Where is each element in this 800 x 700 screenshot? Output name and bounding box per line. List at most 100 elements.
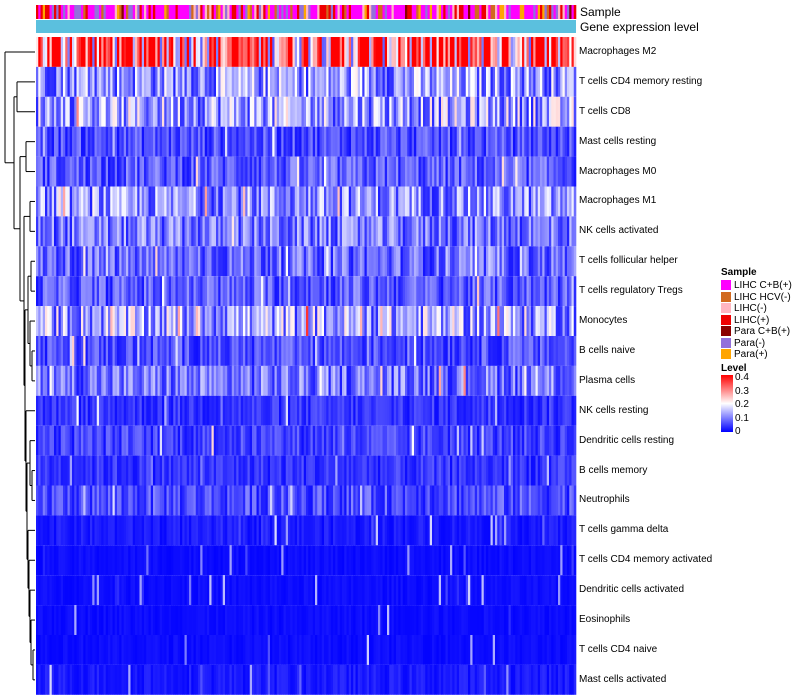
heatmap-cell (324, 186, 327, 217)
heatmap-cell (499, 395, 503, 426)
heatmap-cell (65, 37, 68, 67)
heatmap-cell (45, 575, 48, 606)
heatmap-cell (362, 336, 365, 366)
heatmap-cell (218, 37, 221, 67)
heatmap-cell (198, 306, 201, 336)
heatmap-cell (288, 66, 291, 97)
heatmap-cell (344, 126, 347, 157)
heatmap-cell (468, 186, 471, 217)
heatmap-cell (519, 246, 523, 277)
heatmap-cell (436, 545, 440, 576)
heatmap-cell (432, 156, 435, 187)
heatmap-cell (330, 66, 334, 97)
sample-annotation-cell (49, 5, 53, 19)
heatmap-cell (67, 575, 71, 606)
heatmap-cell (67, 455, 71, 486)
heatmap-cell (303, 336, 307, 366)
heatmap-cell (328, 545, 332, 576)
heatmap-cell (542, 37, 545, 67)
heatmap-cell (85, 545, 89, 576)
heatmap-cell (234, 575, 237, 606)
heatmap-cell (261, 276, 264, 307)
heatmap-cell (317, 515, 320, 546)
heatmap-cell (373, 96, 377, 127)
heatmap-cell (247, 485, 251, 516)
heatmap-cell (405, 455, 408, 486)
heatmap-cell (299, 575, 302, 606)
heatmap-cell (225, 216, 228, 247)
heatmap-cell (87, 246, 91, 277)
heatmap-cell (144, 336, 147, 366)
heatmap-cell (407, 216, 410, 247)
heatmap-cell (65, 156, 68, 187)
heatmap-cell (204, 156, 208, 187)
heatmap-cell (234, 485, 237, 516)
heatmap-cell (63, 515, 66, 546)
heatmap-cell (519, 395, 523, 426)
heatmap-cell (461, 605, 464, 635)
heatmap-cell (515, 66, 518, 97)
heatmap-cell (472, 425, 476, 456)
sample-annotation-cell (177, 5, 181, 19)
heatmap-cell (292, 126, 296, 157)
heatmap-cell (157, 66, 161, 97)
heatmap-cell (540, 336, 543, 366)
heatmap-cell (283, 425, 287, 456)
heatmap-cell (564, 395, 568, 426)
heatmap-cell (312, 545, 316, 576)
heatmap-cell (375, 545, 379, 576)
heatmap-cell (459, 186, 462, 217)
heatmap-cell (274, 186, 278, 217)
heatmap-cell (409, 336, 413, 366)
heatmap-cell (468, 336, 471, 366)
heatmap-cell (504, 306, 507, 336)
heatmap-cell (195, 395, 199, 426)
heatmap-cell (65, 605, 68, 635)
heatmap-cell (400, 395, 404, 426)
heatmap-cell (517, 485, 521, 516)
heatmap-cell (402, 126, 406, 157)
heatmap-cell (409, 96, 413, 127)
heatmap-cell (72, 575, 75, 606)
heatmap-cell (108, 126, 111, 157)
heatmap-cell (407, 66, 410, 97)
heatmap-cell (51, 216, 55, 247)
heatmap-cell (294, 126, 298, 157)
heatmap-cell (324, 575, 327, 606)
heatmap-cell (231, 37, 235, 67)
heatmap-cell (499, 37, 503, 67)
heatmap-cell (274, 336, 278, 366)
heatmap-cell (40, 126, 44, 157)
heatmap-cell (411, 605, 415, 635)
heatmap-cell (254, 455, 257, 486)
heatmap-cell (551, 126, 554, 157)
heatmap-cell (135, 485, 138, 516)
heatmap-cell (297, 156, 300, 187)
heatmap-cell (103, 425, 107, 456)
heatmap-cell (569, 156, 572, 187)
heatmap-cell (222, 156, 226, 187)
heatmap-cell (263, 126, 266, 157)
heatmap-cell (481, 515, 485, 546)
heatmap-cell (393, 276, 397, 307)
heatmap-cell (126, 37, 129, 67)
heatmap-cell (285, 66, 289, 97)
heatmap-cell (513, 545, 516, 576)
heatmap-cell (94, 126, 98, 157)
heatmap-cell (434, 276, 437, 307)
heatmap-cell (153, 96, 156, 127)
heatmap-cell (425, 216, 428, 247)
heatmap-cell (319, 545, 323, 576)
heatmap-cell (123, 455, 127, 486)
heatmap-cell (445, 425, 449, 456)
heatmap-cell (310, 395, 314, 426)
heatmap-cell (306, 276, 309, 307)
heatmap-cell (87, 96, 91, 127)
sample-annotation-cell (488, 5, 491, 19)
heatmap-cell (65, 485, 68, 516)
heatmap-cell (360, 186, 363, 217)
heatmap-cell (416, 485, 419, 516)
heatmap-cell (184, 96, 188, 127)
heatmap-cell (292, 96, 296, 127)
heatmap-cell (562, 126, 566, 157)
